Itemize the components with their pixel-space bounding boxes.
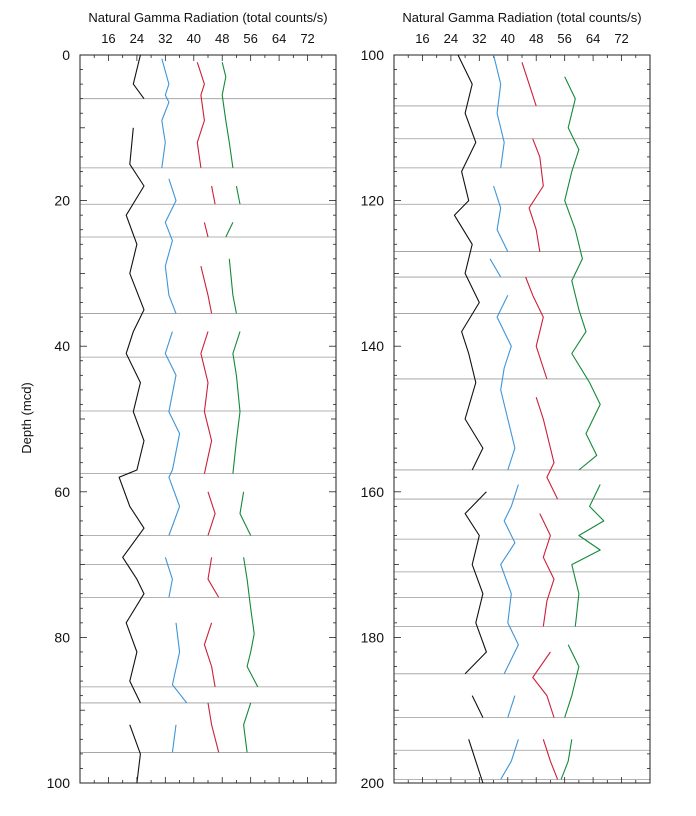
y-tick-label: 120 [361,193,385,209]
x-tick-label: 40 [187,31,201,46]
series-2-line [493,54,505,168]
series-3-line [521,62,537,107]
series-4-line [221,62,234,168]
x-tick-label: 48 [529,31,543,46]
x-tick-label: 40 [501,31,515,46]
x-tick-label: 24 [130,31,144,46]
y-tick-label: 20 [54,193,70,209]
series-4-line [228,258,237,314]
chart-title: Natural Gamma Radiation (total counts/s) [88,10,327,25]
series-2-line [171,724,177,753]
series-3-line [196,62,205,168]
x-tick-label: 72 [614,31,628,46]
series-3-line [203,622,216,687]
series-4-line [571,484,605,627]
series-2-line [489,258,502,278]
series-2-line [164,331,181,536]
y-tick-label: 200 [361,775,385,791]
x-tick-label: 64 [272,31,286,46]
series-4-line [243,557,259,688]
series-1-line [132,54,145,100]
series-2-line [171,622,188,704]
y-tick-label: 160 [361,484,385,500]
series-2-line [164,178,177,314]
series-3-line [528,138,544,252]
series-3-line [207,557,220,598]
x-tick-label: 56 [557,31,571,46]
y-tick-label: 100 [361,47,385,63]
y-axis-label: Depth (mcd) [19,382,34,454]
series-4-line [239,491,252,536]
x-tick-label: 16 [101,31,115,46]
x-tick-label: 32 [472,31,486,46]
series-3-line [211,185,216,205]
x-tick-label: 48 [215,31,229,46]
y-tick-label: 0 [62,47,70,63]
series-4-line [225,222,234,238]
y-tick-label: 40 [54,338,70,354]
series-4-line [564,644,580,718]
x-tick-label: 24 [444,31,458,46]
x-tick-label: 64 [586,31,600,46]
series-1-line [129,724,141,784]
series-3-line [200,331,213,474]
series-3-line [525,276,548,380]
series-1-line [468,739,484,784]
series-2-line [507,695,516,718]
y-tick-label: 60 [54,484,70,500]
series-4-line [560,739,573,780]
series-3-line [207,491,216,536]
series-4-line [243,702,252,753]
series-2-line [161,58,170,168]
series-4-line [235,185,241,205]
series-1-line [471,695,484,718]
series-3-line [203,222,209,238]
series-1-line [464,491,487,675]
series-2-line [493,185,509,252]
y-tick-label: 100 [47,775,71,791]
series-4-line [564,76,601,471]
y-tick-label: 140 [361,338,385,354]
panel-1: Natural Gamma Radiation (total counts/s)… [47,10,337,791]
y-tick-label: 80 [54,629,70,645]
y-tick-label: 180 [361,629,385,645]
series-4-line [232,331,241,474]
series-2-line [500,739,519,780]
series-3-line [535,397,559,500]
series-1-line [118,127,145,704]
series-3-line [200,265,213,314]
x-tick-label: 56 [243,31,257,46]
plot-frame [79,54,337,784]
x-tick-label: 72 [300,31,314,46]
panel-2: Natural Gamma Radiation (total counts/s)… [361,10,651,791]
series-3-line [542,739,559,780]
series-2-line [496,294,516,471]
series-1-line [453,54,484,471]
x-tick-label: 32 [158,31,172,46]
series-3-line [539,513,555,627]
x-tick-label: 16 [415,31,429,46]
series-3-line [532,651,555,718]
series-3-line [207,702,220,753]
series-2-line [500,484,519,675]
series-2-line [164,557,173,598]
chart-title: Natural Gamma Radiation (total counts/s) [402,10,641,25]
